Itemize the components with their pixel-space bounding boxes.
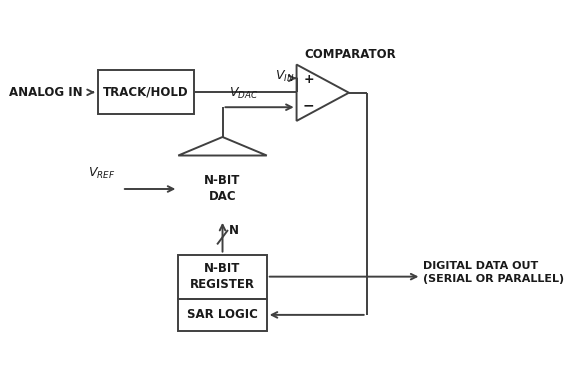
Text: SAR LOGIC: SAR LOGIC	[187, 308, 258, 322]
Text: N: N	[229, 224, 239, 237]
Bar	[178, 254, 267, 299]
Text: $V_{DAC}$: $V_{DAC}$	[229, 86, 259, 101]
Text: COMPARATOR: COMPARATOR	[304, 48, 396, 62]
Text: $V_{IN}$: $V_{IN}$	[275, 69, 294, 84]
Text: ANALOG IN: ANALOG IN	[9, 86, 83, 99]
Bar	[178, 299, 267, 331]
Text: DIGITAL DATA OUT
(SERIAL OR PARALLEL): DIGITAL DATA OUT (SERIAL OR PARALLEL)	[423, 261, 564, 284]
Text: −: −	[303, 98, 315, 113]
Text: $V_{REF}$: $V_{REF}$	[88, 166, 116, 181]
Text: +: +	[303, 73, 314, 86]
Text: N-BIT
REGISTER: N-BIT REGISTER	[190, 262, 255, 291]
Text: N-BIT
DAC: N-BIT DAC	[204, 175, 241, 204]
Text: TRACK/HOLD: TRACK/HOLD	[103, 86, 189, 99]
Bar	[98, 70, 194, 115]
